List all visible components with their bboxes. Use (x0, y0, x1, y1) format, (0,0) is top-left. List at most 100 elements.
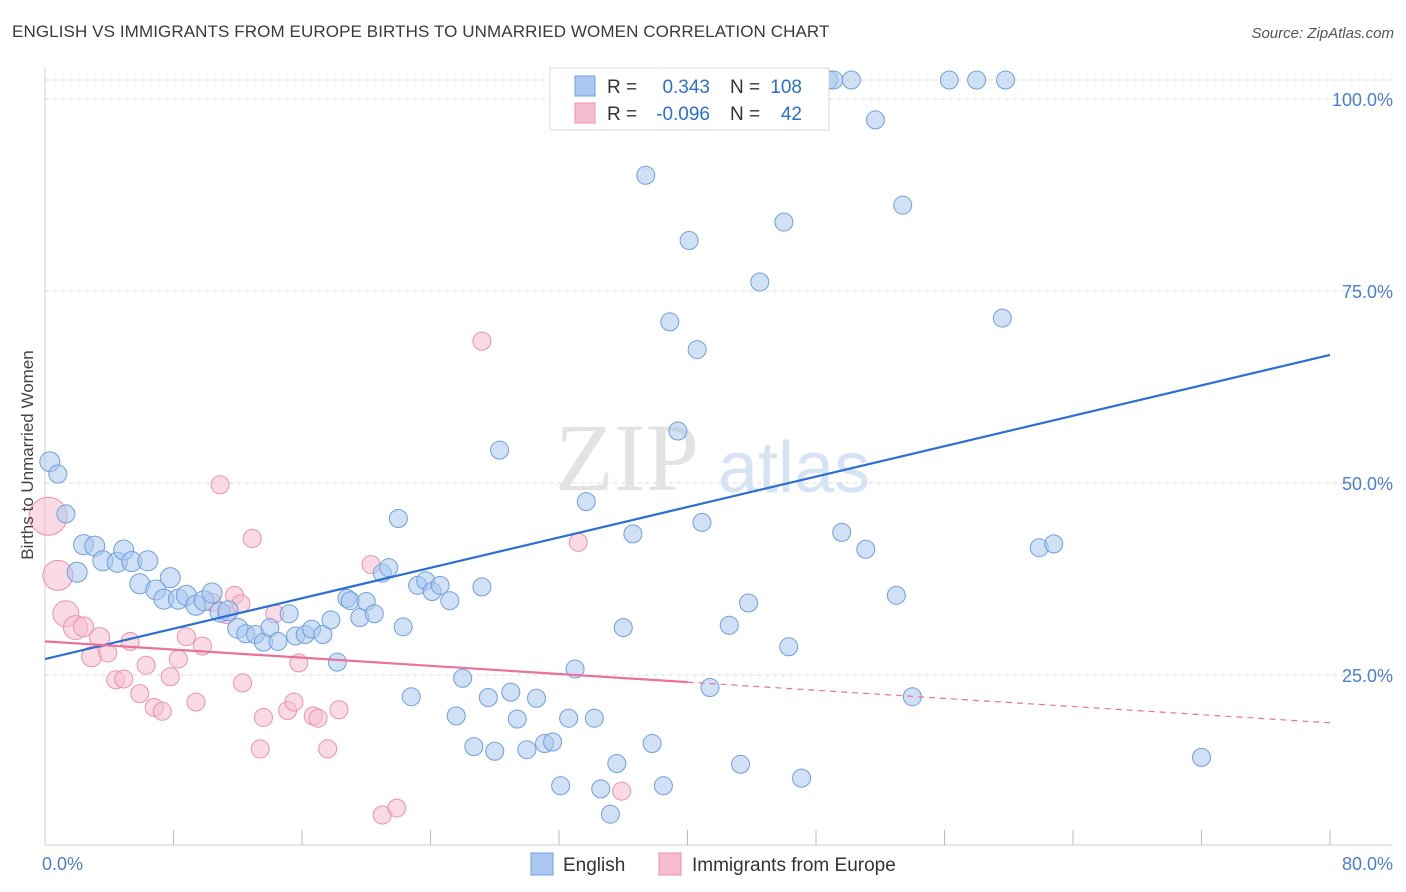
data-point-immigrants (160, 667, 180, 687)
data-point-immigrants (233, 673, 253, 693)
data-point-immigrants (253, 707, 273, 727)
data-point-english (692, 512, 712, 532)
data-point-english (401, 687, 421, 707)
y-tick-label: 100.0% (1332, 90, 1393, 110)
data-point-english (478, 687, 498, 707)
data-point-english (779, 637, 799, 657)
data-point-english (660, 312, 680, 332)
data-point-immigrants (176, 627, 196, 647)
data-point-immigrants (168, 649, 188, 669)
data-point-english (501, 682, 521, 702)
data-point-english (490, 440, 510, 460)
data-point-english (607, 754, 627, 774)
data-point-english (517, 740, 537, 760)
y-axis-label: Births to Unmarried Women (18, 350, 37, 559)
data-point-immigrants (387, 798, 407, 818)
y-tick-label: 75.0% (1342, 282, 1393, 302)
data-point-immigrants (318, 739, 338, 759)
data-point-english (565, 659, 585, 679)
data-point-english (440, 591, 460, 611)
legend-n-value-pink: 42 (781, 104, 802, 125)
legend-r-label-blue: R = (607, 77, 637, 98)
legend-immigrants-swatch[interactable] (658, 852, 682, 876)
data-point-english (159, 567, 181, 589)
data-point-english (623, 524, 643, 544)
data-point-immigrants (136, 655, 156, 675)
data-point-english (856, 539, 876, 559)
data-point-english (750, 272, 770, 292)
data-point-english (893, 195, 913, 215)
data-point-immigrants (472, 331, 492, 351)
data-point-english (453, 668, 473, 688)
data-point-english (774, 212, 794, 232)
data-point-english (379, 558, 399, 578)
data-point-immigrants (329, 700, 349, 720)
data-point-immigrants (89, 627, 111, 649)
legend-english-swatch[interactable] (530, 852, 554, 876)
x-tick-label: 80.0% (1342, 854, 1393, 874)
data-point-english (472, 577, 492, 597)
data-point-english (832, 522, 852, 542)
y-tick-label: 50.0% (1342, 474, 1393, 494)
data-point-english (1044, 534, 1064, 554)
data-point-english (576, 492, 596, 512)
data-point-english (1192, 747, 1211, 767)
legend-n-label-blue: N = (730, 77, 760, 98)
data-point-english (731, 754, 751, 774)
y-tick-label: 25.0% (1342, 666, 1393, 686)
grid-lines (45, 79, 1392, 676)
legend-n-value-blue: 108 (770, 77, 802, 98)
watermark-zip: ZIP (555, 404, 699, 511)
data-point-immigrants (210, 475, 230, 495)
data-point-immigrants (152, 701, 172, 721)
data-point-english (464, 737, 484, 757)
data-point-english (321, 610, 341, 630)
data-point-english (996, 70, 1016, 90)
data-point-english (679, 231, 699, 251)
data-point-english (340, 591, 360, 611)
data-point-english (939, 70, 959, 90)
legend-immigrants-label[interactable]: Immigrants from Europe (692, 855, 896, 876)
data-point-english (642, 734, 662, 754)
legend-r-value-blue: 0.343 (662, 77, 710, 98)
data-point-immigrants (612, 781, 632, 801)
data-point-english (865, 110, 885, 130)
data-point-immigrants (308, 708, 328, 728)
data-point-english (543, 732, 563, 752)
data-point-english (393, 617, 413, 637)
legend-n-label-pink: N = (730, 104, 760, 125)
trend-line-immigrants (44, 640, 688, 684)
series-legend: English Immigrants from Europe (530, 852, 896, 876)
data-point-english (48, 464, 68, 484)
data-point-immigrants (186, 692, 206, 712)
data-point-english (700, 677, 720, 697)
watermark-atlas: atlas (718, 428, 870, 508)
data-point-immigrants (250, 739, 270, 759)
legend-english-label[interactable]: English (563, 855, 625, 876)
data-point-immigrants (568, 532, 588, 552)
data-point-english (559, 708, 579, 728)
data-point-english (327, 652, 347, 672)
data-point-english (364, 604, 384, 624)
data-point-english (739, 593, 759, 613)
data-point-english (668, 421, 688, 441)
data-point-english (66, 561, 88, 583)
data-point-english (967, 70, 987, 90)
legend-r-label-pink: R = (607, 104, 637, 125)
chart-title: ENGLISH VS IMMIGRANTS FROM EUROPE BIRTHS… (12, 22, 830, 41)
data-point-english (446, 706, 466, 726)
data-point-english (56, 504, 76, 524)
legend-r-value-pink: -0.096 (656, 104, 710, 125)
data-point-english (268, 631, 288, 651)
data-point-english (527, 688, 547, 708)
data-point-english (841, 70, 861, 90)
data-point-english (591, 779, 611, 799)
data-point-english (313, 624, 333, 644)
correlation-legend: R = 0.343 N = 108 R = -0.096 N = 42 (549, 67, 830, 131)
data-point-immigrants (242, 528, 262, 548)
data-point-english (613, 618, 633, 638)
data-point-english (279, 604, 299, 624)
source-label: Source: ZipAtlas.com (1251, 25, 1394, 42)
series-immigrants-points (28, 331, 632, 825)
